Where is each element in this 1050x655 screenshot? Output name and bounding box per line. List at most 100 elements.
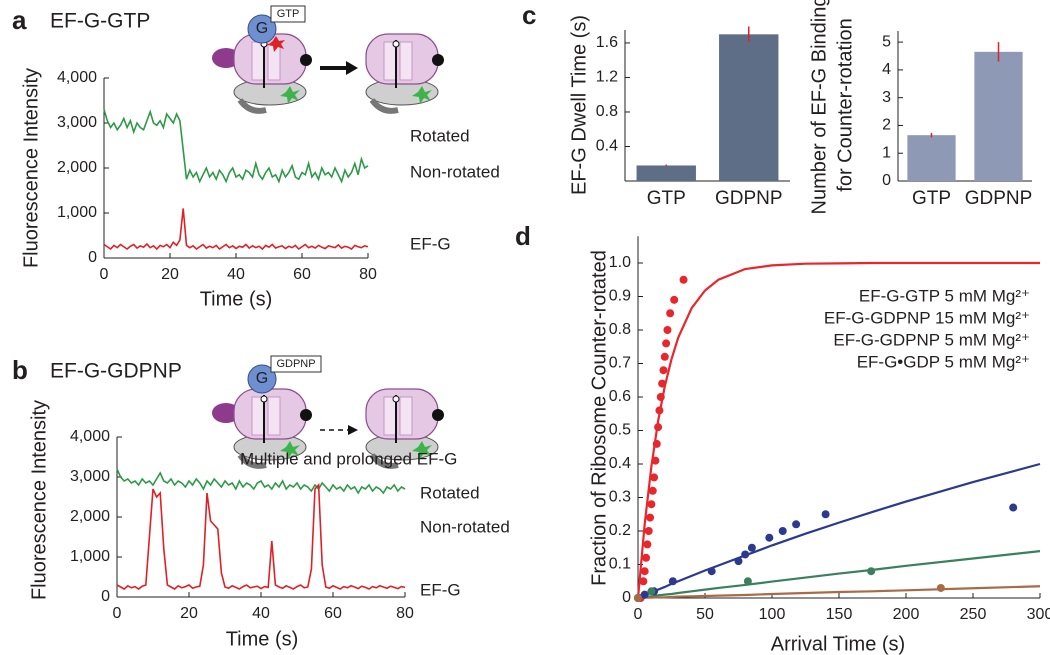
panel-label: c [522,0,536,30]
annotation: G [256,370,268,387]
y-axis-label: EF-G Dwell Time (s) [568,15,590,195]
x-axis-label: Time (s) [200,288,273,310]
y-tick-label: 0.6 [609,388,631,405]
fit-line [637,462,1041,600]
x-tick-label: 60 [324,605,342,622]
nucleotide-box [270,5,306,23]
data-point [747,543,756,552]
bar [636,165,696,181]
x-tick-label: 40 [227,266,245,283]
annotation: EF-G [410,234,451,253]
data-point [647,587,656,596]
data-point [642,553,651,562]
icon-blob [212,48,240,68]
legend-entry: EF-G-GTP 5 mM Mg²⁺ [859,286,1030,305]
chart-title: EF-G-GDPNP [50,360,182,383]
y-tick-label: 4 [882,61,891,78]
x-tick-label: 60 [293,266,311,283]
y-axis-label: for Counter-rotation [834,18,856,191]
y-tick-label: 1.2 [596,69,618,86]
x-tick-label: 300 [1027,606,1050,623]
data-point [651,456,660,465]
bar [974,51,1023,182]
data-point [660,352,669,361]
data-point [643,540,652,549]
legend-entry: EF-G-GDPNP 5 mM Mg²⁺ [833,330,1030,349]
trace [103,208,369,251]
y-tick-label: 0.4 [596,138,618,155]
panel-label: d [515,221,531,251]
arrow-head [348,425,358,435]
data-point [640,590,649,599]
data-point [640,567,649,576]
legend-entry: EF-G-GDPNP 15 mM Mg²⁺ [824,308,1030,327]
data-point [646,513,655,522]
x-tick-label: 200 [893,606,920,623]
y-tick-label: 0.8 [609,321,631,338]
x-tick-label: 40 [252,605,270,622]
data-point [634,594,642,602]
legend-entry: EF-G•GDP 5 mM Mg²⁺ [857,352,1030,371]
data-point [668,577,677,586]
y-tick-label: 3,000 [70,468,110,485]
annotation: Multiple and prolonged EF-G [240,449,457,468]
data-point [639,577,648,586]
data-point [656,393,665,401]
y-tick-label: 1 [882,144,891,161]
x-tick-label: 80 [359,266,377,283]
panel-label: a [12,5,27,35]
annotation: Non-rotated [420,517,510,536]
data-point [654,423,663,432]
y-tick-label: 0.9 [609,288,631,305]
y-tick-label: 5 [882,33,891,50]
data-point [936,583,945,592]
nucleotide-box [270,355,322,373]
y-tick-label: 2,000 [70,508,110,525]
ef-g-icon [247,14,277,44]
y-tick-label: 4,000 [70,428,110,445]
y-tick-label: 0.4 [609,455,631,472]
fit-line [637,585,1041,600]
data-point [765,533,774,542]
icon-star [267,36,285,52]
y-tick-label: 1.6 [596,34,618,51]
annotation: Rotated [410,126,470,145]
data-point [647,500,656,509]
data-point [648,486,657,495]
data-point [652,439,661,448]
panel-label: b [12,355,28,385]
y-tick-label: 0.3 [609,489,631,506]
x-tick-label: 80 [396,605,414,622]
y-tick-label: 0 [88,249,97,266]
x-tick-label: 0 [100,266,109,283]
x-axis-label: Arrival Time (s) [771,633,905,655]
y-tick-label: 4,000 [57,69,97,86]
annotation: G [256,20,268,37]
x-axis-label: Time (s) [226,628,299,650]
data-point [666,309,675,318]
arrow-head [346,61,358,75]
data-point [792,520,801,529]
bar [907,135,956,181]
x-tick-label: 0 [634,606,643,623]
bar [719,34,779,181]
x-tick-label: 50 [696,606,714,623]
x-tick-label: 20 [161,266,179,283]
x-tick-label: 0 [113,605,122,622]
annotation: GTP [277,8,300,20]
icon-blob [212,403,240,423]
data-point [663,326,672,334]
data-point [743,577,752,586]
y-tick-label: 0.8 [596,103,618,120]
data-point [821,510,830,519]
data-point [741,550,750,559]
data-point [867,567,876,576]
x-tick-label: GTP [647,188,686,209]
y-tick-label: 3,000 [57,114,97,131]
x-tick-label: 150 [826,606,853,623]
y-tick-label: 0 [882,172,891,189]
x-tick-label: GDPNP [965,188,1033,209]
trace [116,483,406,590]
chart-title: EF-G-GTP [50,10,150,33]
fit-line [637,550,1041,600]
